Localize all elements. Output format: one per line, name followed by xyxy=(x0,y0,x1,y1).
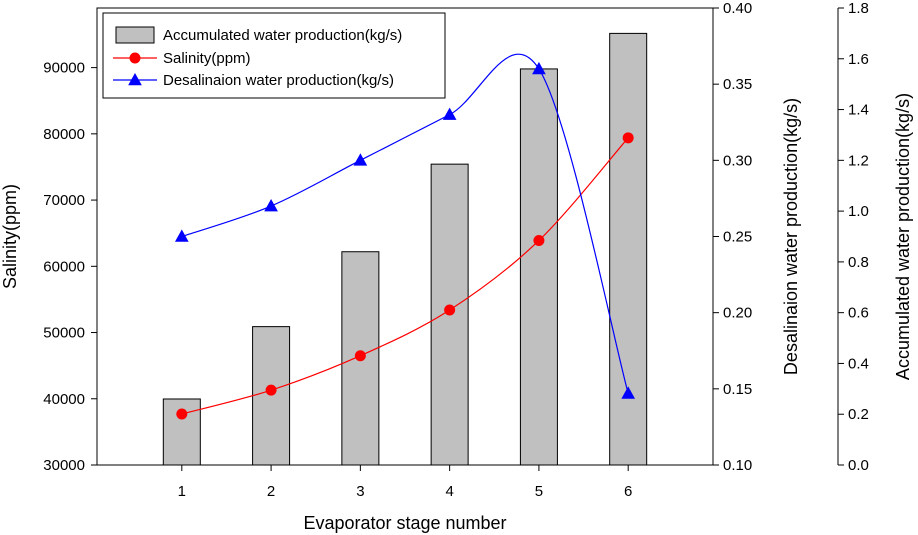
bar-stage-2 xyxy=(252,326,291,466)
desalination-line xyxy=(181,53,629,394)
salinity-point-stage-3 xyxy=(354,350,366,362)
legend-label-2: Desalinaion water production(kg/s) xyxy=(163,72,394,89)
y2-tick-label-2: 0.20 xyxy=(723,305,752,322)
legend-swatch-accumulated xyxy=(115,26,155,44)
salinity-point-stage-1 xyxy=(176,408,188,420)
legend-box xyxy=(102,12,446,99)
y1-axis-title: Salinity(ppm) xyxy=(0,184,20,289)
y2-tick-label-0: 0.10 xyxy=(723,457,752,474)
y2-tick-label-6: 0.40 xyxy=(723,0,752,17)
y1-tick-label-6: 90000 xyxy=(43,60,85,77)
y3-tick-label-0: 0.0 xyxy=(848,457,869,474)
y2-tick-label-1: 0.15 xyxy=(723,381,752,398)
x-tick-label-2: 2 xyxy=(267,483,275,500)
salinity-point-stage-5 xyxy=(533,234,545,246)
y3-tick-label-1: 0.2 xyxy=(848,406,869,423)
legend-label-1: Salinity(ppm) xyxy=(163,50,251,67)
legend-label-0: Accumulated water production(kg/s) xyxy=(163,27,402,44)
y3-tick-label-9: 1.8 xyxy=(848,0,869,17)
salinity-line xyxy=(181,137,629,415)
x-tick-label-5: 5 xyxy=(535,483,543,500)
x-tick-label-1: 1 xyxy=(178,483,186,500)
desalination-point-stage-5 xyxy=(532,61,546,75)
desalination-point-stage-4 xyxy=(442,107,457,120)
y1-tick-label-5: 80000 xyxy=(43,126,85,143)
y3-tick-label-4: 0.8 xyxy=(848,254,869,271)
x-axis-title: Evaporator stage number xyxy=(303,513,506,533)
y2-tick-label-4: 0.30 xyxy=(723,152,752,169)
bar-stage-6 xyxy=(609,32,648,466)
y2-tick-label-5: 0.35 xyxy=(723,76,752,93)
salinity-point-stage-2 xyxy=(265,384,277,396)
y3-tick-label-6: 1.2 xyxy=(848,152,869,169)
y3-tick-label-5: 1.0 xyxy=(848,203,869,220)
y3-axis-title: Accumulated water production(kg/s) xyxy=(893,93,913,380)
legend-marker-desalination xyxy=(128,72,142,86)
x-tick-label-3: 3 xyxy=(356,483,364,500)
y3-tick-label-8: 1.6 xyxy=(848,51,869,68)
desalination-point-stage-1 xyxy=(174,229,189,242)
legend-marker-salinity xyxy=(129,52,141,64)
x-tick-label-6: 6 xyxy=(624,483,632,500)
y3-tick-label-2: 0.4 xyxy=(848,355,869,372)
desalination-point-stage-6 xyxy=(621,386,636,399)
y1-tick-label-1: 40000 xyxy=(43,391,85,408)
y1-tick-label-4: 70000 xyxy=(43,192,85,209)
salinity-point-stage-6 xyxy=(622,132,634,144)
legend-layer: Accumulated water production(kg/s) Salini… xyxy=(102,12,446,99)
x-tick-label-4: 4 xyxy=(445,483,453,500)
desalination-point-stage-2 xyxy=(264,199,278,212)
y3-tick-label-7: 1.4 xyxy=(848,102,869,119)
y1-tick-label-3: 60000 xyxy=(43,258,85,275)
y1-tick-label-2: 50000 xyxy=(43,325,85,342)
y1-tick-label-0: 30000 xyxy=(43,457,85,474)
y2-tick-label-3: 0.25 xyxy=(723,229,752,246)
y3-tick-label-3: 0.6 xyxy=(848,305,869,322)
salinity-point-stage-4 xyxy=(444,304,456,316)
lines-layer xyxy=(174,53,636,420)
desalination-point-stage-3 xyxy=(353,153,368,166)
y2-axis-title: Desalinaion water production(kg/s) xyxy=(781,98,801,375)
bar-stage-5 xyxy=(519,68,558,466)
